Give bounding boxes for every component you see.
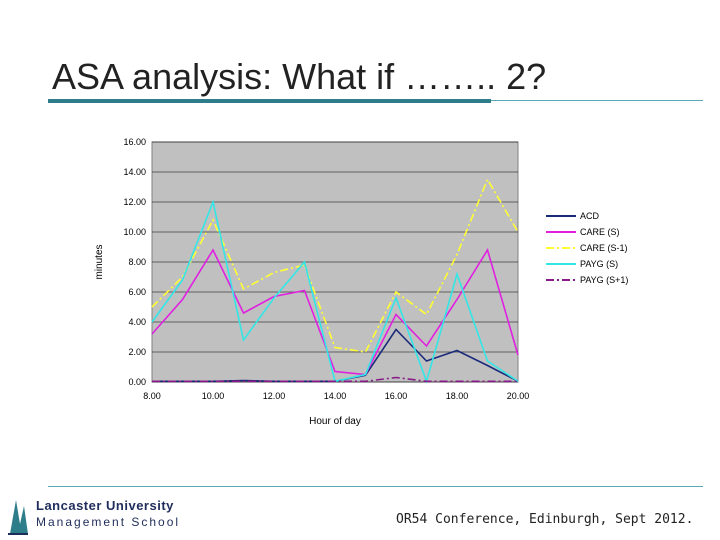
y-tick-label: 6.00 <box>128 287 146 297</box>
title-underline <box>48 99 491 103</box>
legend-label-care-s-1: CARE (S-1) <box>580 243 628 253</box>
x-tick-label: 20.00 <box>507 391 530 401</box>
x-tick-label: 18.00 <box>446 391 469 401</box>
footer-divider <box>48 486 703 487</box>
x-axis-title: Hour of day <box>309 416 361 427</box>
line-chart: 0.00 2.00 4.00 6.00 8.00 10.00 12.00 14.00 16.00… <box>90 130 650 430</box>
university-logo: Lancaster University Management School <box>6 494 196 536</box>
legend-label-payg-s: PAYG (S) <box>580 259 618 269</box>
title-underline-thin <box>491 100 703 101</box>
logo-university-name: Lancaster University <box>36 498 174 513</box>
series-line-payg-s-1 <box>152 376 518 383</box>
x-tick-label: 14.00 <box>324 391 347 401</box>
y-tick-label: 8.00 <box>128 257 146 267</box>
series-line-care-s <box>151 248 519 376</box>
y-axis-title: minutes <box>94 244 105 279</box>
y-tick-label: 2.00 <box>128 347 146 357</box>
y-tick-label: 0.00 <box>128 377 146 387</box>
x-tick-label: 12.00 <box>263 391 286 401</box>
y-tick-label: 16.00 <box>123 137 146 147</box>
x-tick-label: 8.00 <box>143 391 161 401</box>
x-tick-label: 10.00 <box>202 391 225 401</box>
legend-label-acd: ACD <box>580 211 600 221</box>
chart-svg: 0.00 2.00 4.00 6.00 8.00 10.00 12.00 14.00 16.00… <box>94 137 628 427</box>
series-line-care-s-1 <box>151 177 519 353</box>
x-tick-label: 16.00 <box>385 391 408 401</box>
logo-school-name: Management School <box>36 515 181 529</box>
y-tick-label: 12.00 <box>123 197 146 207</box>
logo-emblem-icon <box>8 500 28 535</box>
y-tick-label: 4.00 <box>128 317 146 327</box>
footer-text: OR54 Conference, Edinburgh, Sept 2012. <box>396 512 694 527</box>
y-tick-label: 14.00 <box>123 167 146 177</box>
legend-label-care-s: CARE (S) <box>580 227 620 237</box>
slide-title: ASA analysis: What if …….. 2? <box>52 56 547 97</box>
y-tick-label: 10.00 <box>123 227 146 237</box>
legend-label-payg-s-1: PAYG (S+1) <box>580 275 628 285</box>
